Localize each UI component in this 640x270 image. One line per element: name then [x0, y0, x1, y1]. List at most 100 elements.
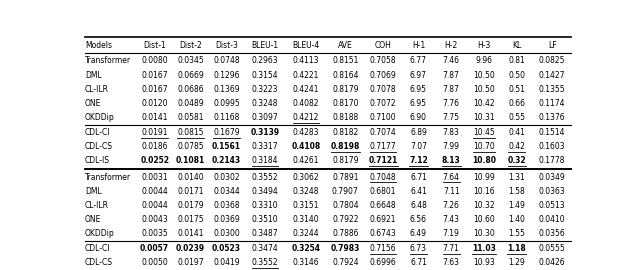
Text: 0.2963: 0.2963: [252, 56, 278, 65]
Text: 7.76: 7.76: [443, 99, 460, 108]
Text: 1.49: 1.49: [508, 201, 525, 210]
Text: 0.3244: 0.3244: [292, 229, 319, 238]
Text: 0.1081: 0.1081: [176, 156, 205, 166]
Text: 0.2143: 0.2143: [212, 156, 241, 166]
Text: 6.56: 6.56: [410, 215, 427, 224]
Text: 0.0140: 0.0140: [177, 173, 204, 182]
Text: ONE: ONE: [85, 215, 101, 224]
Text: 0.0080: 0.0080: [141, 56, 168, 65]
Text: ONE: ONE: [85, 99, 101, 108]
Text: 0.0175: 0.0175: [177, 215, 204, 224]
Text: 0.0252: 0.0252: [140, 156, 169, 166]
Text: 0.0345: 0.0345: [177, 56, 204, 65]
Text: 0.4283: 0.4283: [292, 128, 319, 137]
Text: 0.4082: 0.4082: [292, 99, 319, 108]
Text: 0.0686: 0.0686: [177, 85, 204, 94]
Text: 0.1355: 0.1355: [539, 85, 565, 94]
Text: 0.0043: 0.0043: [141, 215, 168, 224]
Text: 1.18: 1.18: [508, 244, 526, 253]
Text: 0.4261: 0.4261: [292, 156, 319, 166]
Text: 0.7907: 0.7907: [332, 187, 358, 196]
Text: 0.8164: 0.8164: [332, 70, 358, 80]
Text: Dist-1: Dist-1: [143, 41, 166, 50]
Text: 10.31: 10.31: [473, 113, 495, 122]
Text: 6.71: 6.71: [410, 173, 427, 182]
Text: 7.26: 7.26: [443, 201, 460, 210]
Text: 0.50: 0.50: [508, 70, 525, 80]
Text: 0.3062: 0.3062: [292, 173, 319, 182]
Text: 1.31: 1.31: [508, 173, 525, 182]
Text: 0.0044: 0.0044: [141, 187, 168, 196]
Text: 7.71: 7.71: [443, 244, 460, 253]
Text: 10.60: 10.60: [473, 215, 495, 224]
Text: 7.43: 7.43: [443, 215, 460, 224]
Text: AVE: AVE: [338, 41, 353, 50]
Text: 0.8198: 0.8198: [331, 142, 360, 151]
Text: 0.8151: 0.8151: [332, 56, 358, 65]
Text: 0.0410: 0.0410: [539, 215, 565, 224]
Text: DML: DML: [85, 70, 102, 80]
Text: CDL-CS: CDL-CS: [85, 258, 113, 268]
Text: 0.3248: 0.3248: [292, 187, 319, 196]
Text: BLEU-4: BLEU-4: [292, 41, 319, 50]
Text: 0.7074: 0.7074: [370, 128, 397, 137]
Text: 7.19: 7.19: [443, 229, 460, 238]
Text: 0.1679: 0.1679: [213, 128, 240, 137]
Text: 0.3487: 0.3487: [252, 229, 278, 238]
Text: 6.73: 6.73: [410, 244, 427, 253]
Text: 0.7886: 0.7886: [332, 229, 358, 238]
Text: 0.3223: 0.3223: [252, 85, 278, 94]
Text: 0.3146: 0.3146: [292, 258, 319, 268]
Text: 0.7100: 0.7100: [370, 113, 396, 122]
Text: 0.4108: 0.4108: [291, 142, 321, 151]
Text: 10.50: 10.50: [473, 70, 495, 80]
Text: 0.42: 0.42: [508, 142, 525, 151]
Text: Transformer: Transformer: [85, 56, 131, 65]
Text: 0.7048: 0.7048: [370, 173, 396, 182]
Text: 0.8170: 0.8170: [332, 99, 358, 108]
Text: 0.0141: 0.0141: [141, 113, 168, 122]
Text: 6.41: 6.41: [410, 187, 427, 196]
Text: 10.42: 10.42: [473, 99, 495, 108]
Text: 0.0179: 0.0179: [177, 201, 204, 210]
Text: 0.7121: 0.7121: [369, 156, 398, 166]
Text: 0.4241: 0.4241: [292, 85, 319, 94]
Text: COH: COH: [375, 41, 392, 50]
Text: 0.0050: 0.0050: [141, 258, 168, 268]
Text: 0.6921: 0.6921: [370, 215, 396, 224]
Text: 10.99: 10.99: [473, 173, 495, 182]
Text: 0.55: 0.55: [508, 113, 525, 122]
Text: 0.3510: 0.3510: [252, 215, 278, 224]
Text: 0.0300: 0.0300: [213, 229, 240, 238]
Text: 0.3140: 0.3140: [292, 215, 319, 224]
Text: 0.1174: 0.1174: [539, 99, 565, 108]
Text: 0.7804: 0.7804: [332, 201, 358, 210]
Text: 0.8179: 0.8179: [332, 85, 358, 94]
Text: 0.0815: 0.0815: [177, 128, 204, 137]
Text: 0.3154: 0.3154: [252, 70, 278, 80]
Text: 7.87: 7.87: [443, 85, 460, 94]
Text: 11.03: 11.03: [472, 244, 496, 253]
Text: 10.70: 10.70: [473, 142, 495, 151]
Text: 0.0302: 0.0302: [213, 173, 240, 182]
Text: 6.95: 6.95: [410, 99, 427, 108]
Text: 0.1168: 0.1168: [213, 113, 240, 122]
Text: DML: DML: [85, 187, 102, 196]
Text: 10.50: 10.50: [473, 85, 495, 94]
Text: 0.51: 0.51: [508, 85, 525, 94]
Text: 0.32: 0.32: [508, 156, 526, 166]
Text: 1.29: 1.29: [508, 258, 525, 268]
Text: 0.3552: 0.3552: [252, 173, 278, 182]
Text: 0.0171: 0.0171: [177, 187, 204, 196]
Text: 0.0748: 0.0748: [213, 56, 240, 65]
Text: 0.1376: 0.1376: [539, 113, 565, 122]
Text: 0.1514: 0.1514: [539, 128, 565, 137]
Text: 0.3139: 0.3139: [250, 128, 280, 137]
Text: BLEU-1: BLEU-1: [252, 41, 278, 50]
Text: 0.0197: 0.0197: [177, 258, 204, 268]
Text: 0.3254: 0.3254: [291, 244, 321, 253]
Text: 0.0995: 0.0995: [213, 99, 240, 108]
Text: 0.0349: 0.0349: [539, 173, 566, 182]
Text: 0.7924: 0.7924: [332, 258, 358, 268]
Text: 0.7177: 0.7177: [370, 142, 396, 151]
